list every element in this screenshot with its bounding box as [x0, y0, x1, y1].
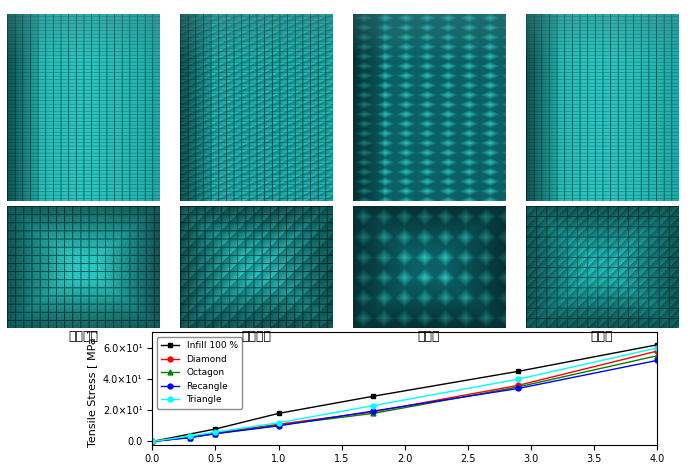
Recangle	[514, 386, 522, 391]
Recangle	[211, 431, 219, 437]
Diamond	[211, 430, 219, 436]
Line: Diamond: Diamond	[149, 349, 660, 444]
Diamond	[186, 434, 194, 439]
Infill 100 %	[274, 410, 282, 416]
Triangle	[186, 433, 194, 439]
Infill 100 %	[369, 394, 377, 399]
Octagon	[211, 431, 219, 437]
Diamond	[653, 348, 662, 354]
Infill 100 %	[148, 439, 156, 444]
Infill 100 %	[653, 342, 662, 348]
Recangle	[148, 439, 156, 444]
Octagon	[186, 435, 194, 440]
Triangle	[369, 403, 377, 409]
Diamond	[274, 422, 282, 427]
Infill 100 %	[211, 426, 219, 432]
Line: Octagon: Octagon	[149, 353, 660, 444]
Triangle	[514, 376, 522, 382]
Recangle	[653, 358, 662, 363]
Text: 정팔각형: 정팔각형	[241, 330, 271, 343]
Line: Recangle: Recangle	[149, 358, 660, 444]
Text: 마름모: 마름모	[418, 330, 440, 343]
Octagon	[274, 422, 282, 428]
Recangle	[369, 408, 377, 414]
Octagon	[369, 410, 377, 416]
Diamond	[514, 382, 522, 388]
Triangle	[211, 429, 219, 435]
Line: Triangle: Triangle	[149, 345, 660, 444]
Legend: Infill 100 %, Diamond, Octagon, Recangle, Triangle: Infill 100 %, Diamond, Octagon, Recangle…	[157, 337, 242, 409]
Recangle	[186, 435, 194, 440]
Diamond	[369, 409, 377, 415]
Line: Infill 100 %: Infill 100 %	[149, 342, 660, 444]
Octagon	[514, 384, 522, 390]
Diamond	[148, 439, 156, 444]
Triangle	[653, 345, 662, 351]
Octagon	[653, 353, 662, 358]
Infill 100 %	[514, 368, 522, 374]
Y-axis label: Tensile Stress [ MPa ]: Tensile Stress [ MPa ]	[87, 329, 98, 447]
Triangle	[148, 439, 156, 444]
Recangle	[274, 423, 282, 429]
Triangle	[274, 420, 282, 425]
Text: 정사각형: 정사각형	[68, 330, 98, 343]
Text: 삼각형: 삼각형	[591, 330, 613, 343]
Octagon	[148, 439, 156, 444]
